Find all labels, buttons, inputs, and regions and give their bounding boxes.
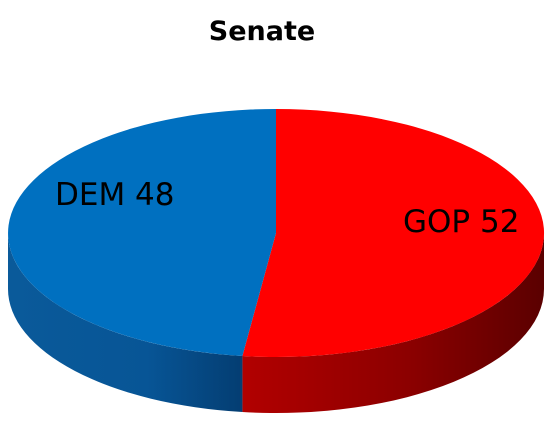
slice-top-dem	[8, 109, 277, 357]
slice-tops	[8, 109, 545, 357]
slice-sides	[8, 233, 544, 413]
chart-title: Senate	[209, 16, 315, 47]
slice-side-dem	[8, 233, 243, 413]
slice-label-dem: DEM 48	[55, 177, 175, 213]
slice-side-gop	[242, 233, 544, 413]
slice-top-gop	[242, 109, 545, 357]
slice-label-gop: GOP 52	[403, 204, 519, 240]
